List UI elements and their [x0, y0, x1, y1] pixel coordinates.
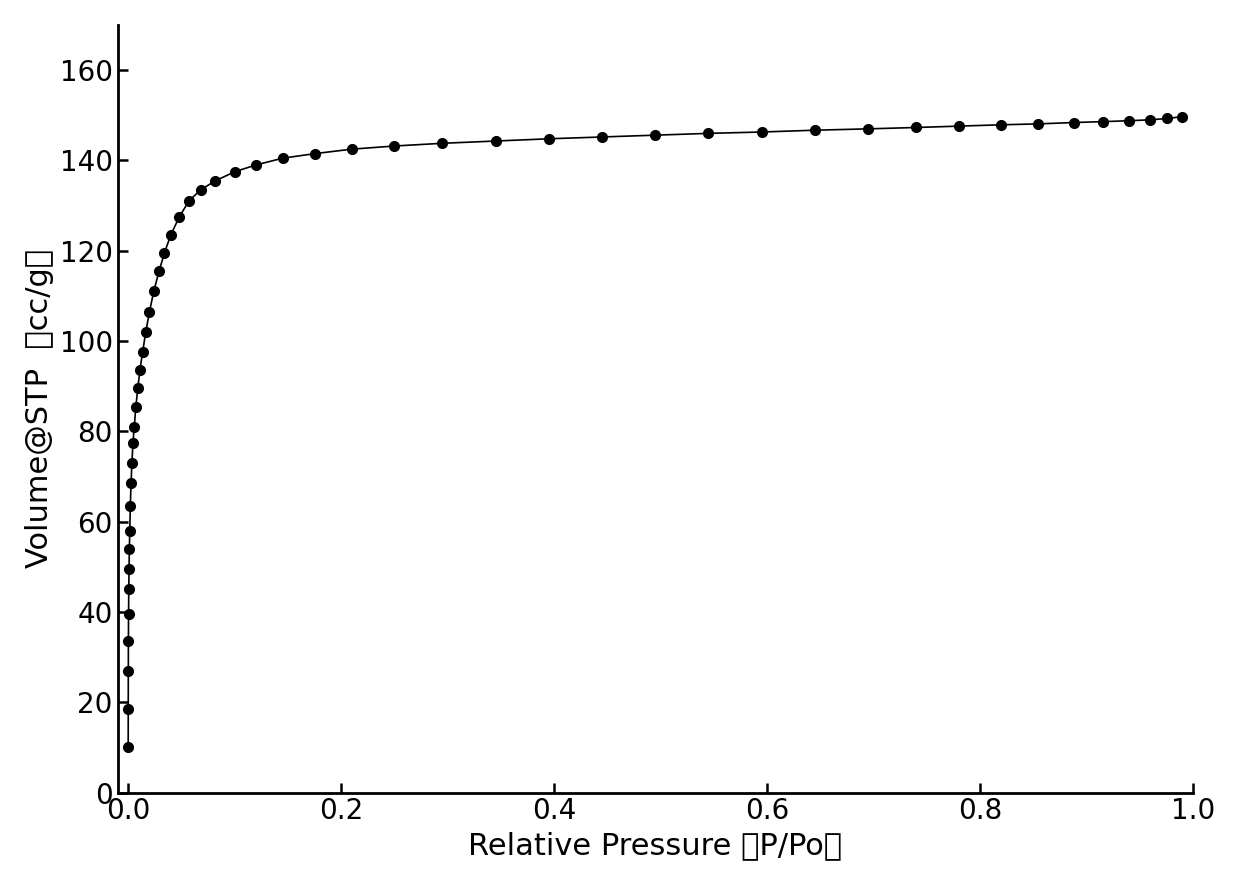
Y-axis label: Volume@STP  （cc/g）: Volume@STP （cc/g） — [25, 250, 55, 568]
X-axis label: Relative Pressure （P/Po）: Relative Pressure （P/Po） — [469, 831, 842, 860]
